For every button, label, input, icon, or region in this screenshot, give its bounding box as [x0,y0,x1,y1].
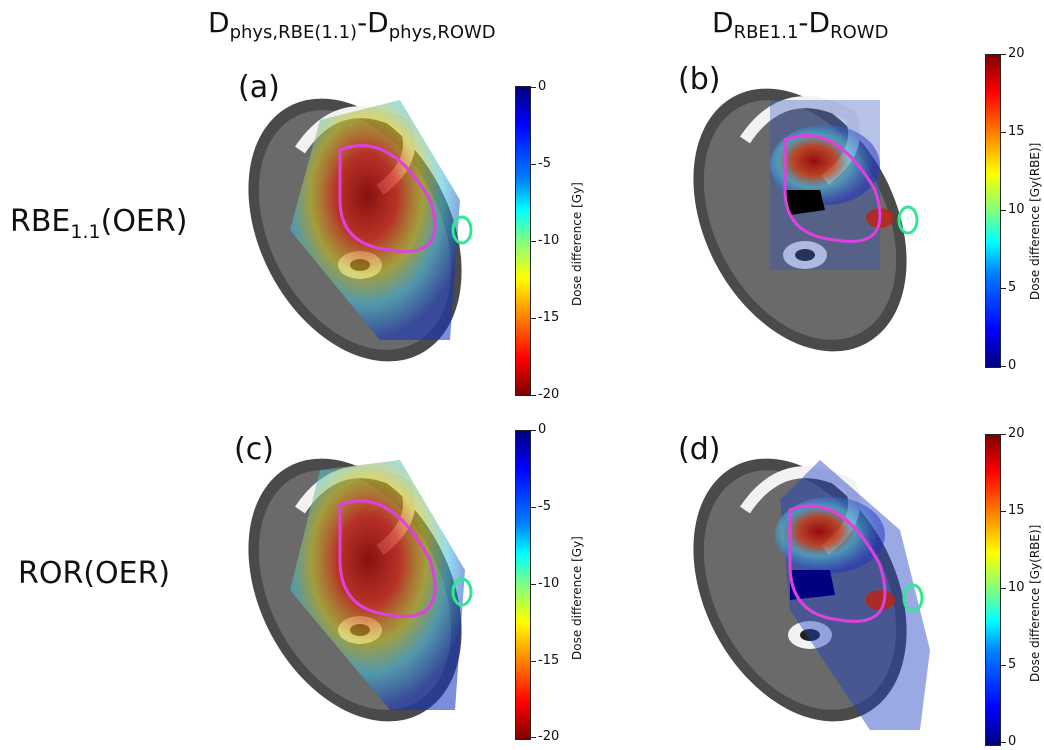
colorbar-b-label: Dose difference [Gy(RBE)] [1028,142,1042,300]
title-left-sub2: phys,ROWD [388,22,496,43]
ct-image-b [693,88,919,352]
row-label-top-base: RBE [10,204,71,239]
tick-d-2: 10 [1001,580,1025,595]
tick-b-4: 0 [1000,358,1017,373]
ct-image-c [248,458,473,722]
tick-b-1: 15 [1001,124,1025,139]
ct-image-d [693,458,930,730]
tick-d-3: 5 [1000,657,1017,672]
colorbar-b [985,54,1001,368]
colorbar-a-label: Dose difference [Gy] [570,182,584,306]
tick-d-4: 0 [1000,734,1017,749]
panel-label-b: (b) [678,62,721,97]
tick-c-3: -15 [530,653,560,668]
colorbar-c-label: Dose difference [Gy] [570,536,584,660]
tick-b-0: 20 [1001,46,1025,61]
row-label-top: RBE1.1(OER) [10,204,187,243]
tick-a-4: -20 [530,387,560,402]
tick-a-3: -15 [530,310,560,325]
title-right-base: D [712,6,734,39]
column-title-left: Dphys,RBE(1.1)-Dphys,ROWD [208,6,496,43]
tick-b-2: 10 [1001,202,1025,217]
tick-c-0: 0 [530,422,547,437]
colorbar-d [985,434,1001,746]
tick-a-1: -5 [531,156,551,171]
title-left-base: D [208,6,230,39]
tick-d-0: 20 [1001,426,1025,441]
panel-label-d: (d) [678,432,721,467]
panel-label-c: (c) [234,432,274,467]
row-label-bottom-text: ROR(OER) [18,556,171,591]
title-right-sub2: ROWD [830,22,889,43]
tick-a-0: 0 [530,79,547,94]
tick-b-3: 5 [1000,280,1017,295]
title-right-dash: -D [798,6,831,39]
colorbar-a [515,86,531,396]
tick-c-1: -5 [531,499,551,514]
title-left-dash: -D [357,6,389,39]
title-right-sub1: RBE1.1 [733,22,799,43]
row-label-top-sub: 1.1 [70,221,101,243]
colorbar-d-label: Dose difference [Gy(RBE)] [1028,524,1042,682]
panel-label-a: (a) [238,70,280,105]
title-left-sub1: phys,RBE(1.1) [229,22,358,43]
tick-c-2: -10 [530,576,560,591]
tick-a-2: -10 [530,233,560,248]
tick-c-4: -20 [530,729,560,744]
row-label-top-tail: (OER) [100,204,188,239]
tick-d-1: 15 [1001,503,1025,518]
row-label-bottom: ROR(OER) [18,556,170,591]
column-title-right: DRBE1.1-DROWD [712,6,888,43]
ct-image-a [248,98,473,362]
colorbar-c [515,430,531,740]
